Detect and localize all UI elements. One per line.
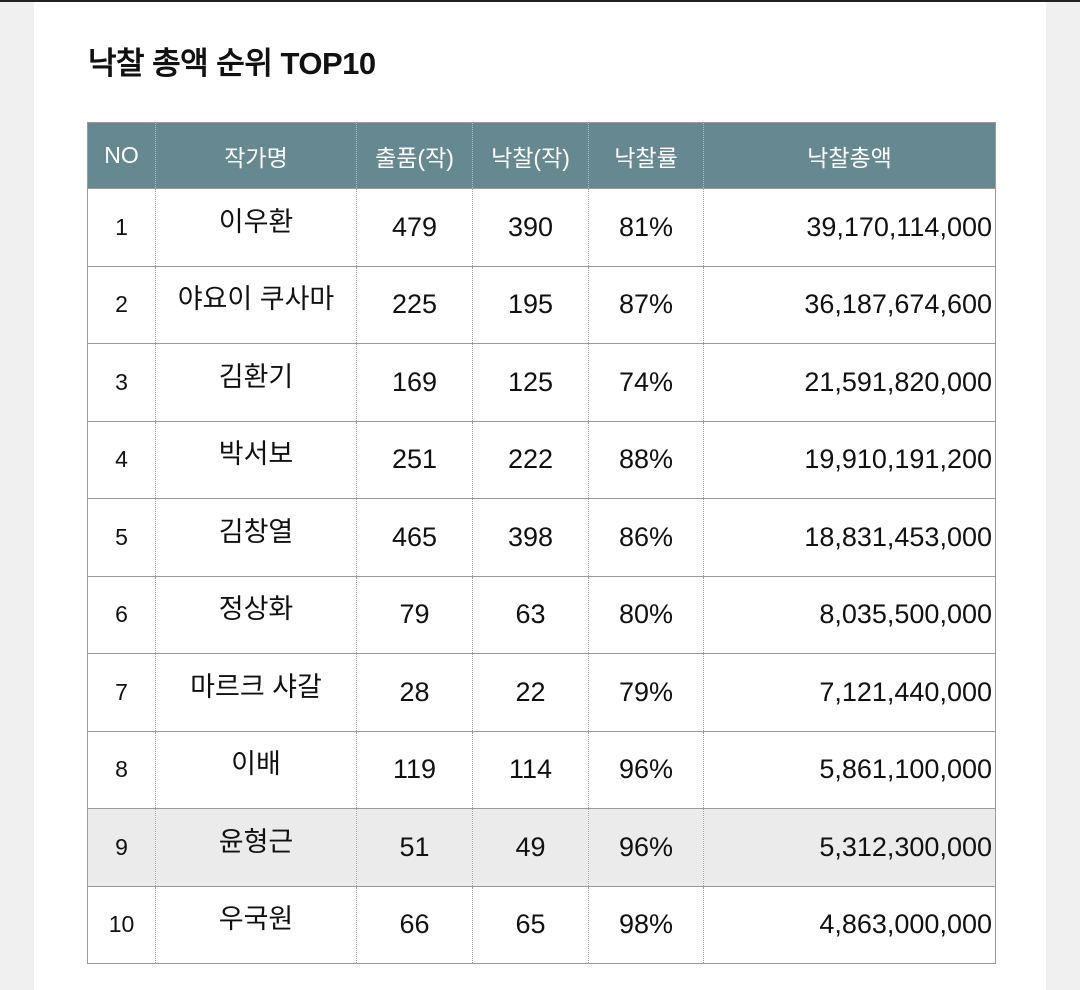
cell-total: 5,861,100,000	[703, 730, 996, 809]
cell-total: 5,312,300,000	[703, 808, 996, 886]
cell-rate: 87%	[588, 265, 704, 344]
cell-rank: 8	[87, 730, 156, 809]
cell-total: 8,035,500,000	[703, 575, 996, 654]
cell-sold: 65	[472, 885, 589, 964]
ranking-table: NO 작가명 출품(작) 낙찰(작) 낙찰률 낙찰총액 1 이우환 479 390 81…	[87, 122, 996, 964]
table-row: 8 이배 119 114 96% 5,861,100,000	[87, 730, 996, 809]
table-row: 9 윤형근 51 49 96% 5,312,300,000	[87, 808, 996, 886]
table-row: 1 이우환 479 390 81% 39,170,114,000	[87, 188, 996, 266]
artist-name: 박서보	[218, 439, 294, 470]
cell-artist: 박서보	[155, 420, 357, 499]
cell-rate: 98%	[588, 885, 704, 964]
cell-total: 18,831,453,000	[703, 498, 996, 576]
cell-artist: 김창열	[155, 498, 357, 576]
column-header-entries: 출품(작)	[356, 122, 473, 189]
cell-entries: 465	[356, 498, 473, 576]
column-header-sold: 낙찰(작)	[472, 122, 589, 189]
cell-rate: 96%	[588, 730, 704, 809]
table-row: 10 우국원 66 65 98% 4,863,000,000	[87, 885, 996, 964]
column-header-artist: 작가명	[155, 122, 357, 189]
cell-artist: 마르크 샤갈	[155, 653, 357, 731]
cell-sold: 22	[472, 653, 589, 731]
table-row: 4 박서보 251 222 88% 19,910,191,200	[87, 420, 996, 499]
column-header-rate: 낙찰률	[588, 122, 704, 189]
artist-name: 윤형근	[218, 826, 294, 857]
cell-artist: 김환기	[155, 343, 357, 421]
cell-artist: 윤형근	[155, 808, 357, 886]
table-header-row: NO 작가명 출품(작) 낙찰(작) 낙찰률 낙찰총액	[87, 122, 996, 189]
artist-name: 김창열	[218, 516, 294, 547]
cell-rank: 4	[87, 420, 156, 499]
cell-sold: 195	[472, 265, 589, 344]
cell-rate: 86%	[588, 498, 704, 576]
artist-name: 마르크 샤갈	[190, 671, 322, 702]
cell-sold: 222	[472, 420, 589, 499]
cell-sold: 114	[472, 730, 589, 809]
cell-artist: 정상화	[155, 575, 357, 654]
cell-rank: 6	[87, 575, 156, 654]
cell-total: 7,121,440,000	[703, 653, 996, 731]
cell-total: 36,187,674,600	[703, 265, 996, 344]
page-title: 낙찰 총액 순위 TOP10	[88, 46, 376, 81]
artist-name: 김환기	[218, 361, 294, 392]
column-header-total: 낙찰총액	[703, 122, 996, 189]
cell-sold: 390	[472, 188, 589, 266]
artist-name: 정상화	[218, 594, 294, 625]
cell-entries: 225	[356, 265, 473, 344]
cell-rank: 1	[87, 188, 156, 266]
table-row: 3 김환기 169 125 74% 21,591,820,000	[87, 343, 996, 421]
cell-rank: 2	[87, 265, 156, 344]
cell-entries: 169	[356, 343, 473, 421]
cell-entries: 28	[356, 653, 473, 731]
table-row: 7 마르크 샤갈 28 22 79% 7,121,440,000	[87, 653, 996, 731]
cell-entries: 119	[356, 730, 473, 809]
cell-sold: 125	[472, 343, 589, 421]
column-header-no: NO	[104, 142, 139, 168]
cell-rate: 79%	[588, 653, 704, 731]
cell-rank: 9	[87, 808, 156, 886]
artist-name: 이우환	[218, 206, 294, 237]
cell-rate: 74%	[588, 343, 704, 421]
cell-rank: 3	[87, 343, 156, 421]
cell-artist: 이우환	[155, 188, 357, 266]
cell-total: 21,591,820,000	[703, 343, 996, 421]
top-border-line	[0, 0, 1080, 2]
cell-entries: 251	[356, 420, 473, 499]
cell-rate: 81%	[588, 188, 704, 266]
artist-name: 우국원	[218, 904, 294, 935]
cell-sold: 49	[472, 808, 589, 886]
cell-entries: 479	[356, 188, 473, 266]
cell-artist: 우국원	[155, 885, 357, 964]
cell-artist: 이배	[155, 730, 357, 809]
content-panel: 낙찰 총액 순위 TOP10 NO 작가명 출품(작) 낙찰(작) 낙찰률 낙찰…	[34, 2, 1046, 990]
table-row: 6 정상화 79 63 80% 8,035,500,000	[87, 575, 996, 654]
cell-sold: 63	[472, 575, 589, 654]
cell-rate: 80%	[588, 575, 704, 654]
artist-name: 야요이 쿠사마	[177, 284, 335, 315]
cell-rate: 88%	[588, 420, 704, 499]
table-body: 1 이우환 479 390 81% 39,170,114,000 2 야요이 쿠사마 225 19…	[87, 188, 996, 964]
cell-rate: 96%	[588, 808, 704, 886]
cell-rank: 10	[87, 885, 156, 964]
cell-rank: 7	[87, 653, 156, 731]
cell-sold: 398	[472, 498, 589, 576]
cell-artist: 야요이 쿠사마	[155, 265, 357, 344]
cell-entries: 79	[356, 575, 473, 654]
cell-total: 4,863,000,000	[703, 885, 996, 964]
table-row: 2 야요이 쿠사마 225 195 87% 36,187,674,600	[87, 265, 996, 344]
artist-name: 이배	[231, 749, 281, 780]
cell-entries: 51	[356, 808, 473, 886]
cell-total: 39,170,114,000	[703, 188, 996, 266]
cell-entries: 66	[356, 885, 473, 964]
table-row: 5 김창열 465 398 86% 18,831,453,000	[87, 498, 996, 576]
cell-rank: 5	[87, 498, 156, 576]
cell-total: 19,910,191,200	[703, 420, 996, 499]
